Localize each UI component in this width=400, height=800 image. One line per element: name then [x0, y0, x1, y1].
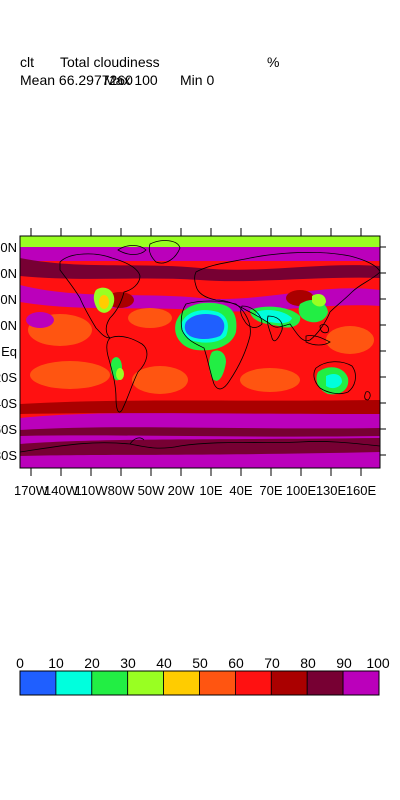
colorbar-tick-60: 60 [228, 655, 244, 671]
lat-label-40n: 40N [0, 292, 17, 307]
lon-label-170w: 170W [14, 483, 49, 498]
lon-label-50w: 50W [138, 483, 165, 498]
colorbar-box-1 [55, 670, 93, 696]
min-label: Min 0 [180, 72, 215, 88]
colorbar-tick-0: 0 [16, 655, 24, 671]
lat-label-80s: 80S [0, 448, 17, 463]
lon-label-140w: 140W [44, 483, 79, 498]
lon-label-130e: 130E [316, 483, 347, 498]
colorbar-tick-20: 20 [84, 655, 100, 671]
lon-label-80w: 80W [108, 483, 135, 498]
max-label: Max 100 [104, 72, 158, 88]
mean-label: Mean 66.2977260 [20, 72, 133, 88]
units-label: % [267, 54, 280, 70]
colorbar-box-8 [306, 670, 344, 696]
colorbar-tick-90: 90 [336, 655, 352, 671]
lat-label-40s: 40S [0, 396, 17, 411]
lat-label-60s: 60S [0, 422, 17, 437]
lat-label-60n: 60N [0, 266, 17, 281]
lon-label-20w: 20W [168, 483, 195, 498]
colorbar-box-4 [163, 670, 200, 696]
coastlines [19, 240, 381, 453]
lon-label-110w: 110W [75, 483, 109, 498]
lon-label-10e: 10E [199, 483, 222, 498]
colorbar-box-2 [91, 670, 129, 696]
lat-label-20n: 20N [0, 318, 17, 333]
lon-label-40e: 40E [229, 483, 252, 498]
colorbar-tick-40: 40 [156, 655, 172, 671]
colorbar-tick-100: 100 [366, 655, 390, 671]
colorbar-box-9 [342, 670, 380, 696]
colorbar-tick-80: 80 [300, 655, 316, 671]
colorbar-box-6 [234, 670, 272, 696]
lon-label-100e: 100E [286, 483, 317, 498]
axis-ticks [30, 228, 386, 476]
colorbar-tick-30: 30 [120, 655, 136, 671]
lat-label-eq: Eq [1, 344, 17, 359]
lon-label-70e: 70E [259, 483, 282, 498]
colorbar-box-3 [127, 670, 164, 696]
colorbar-tick-50: 50 [192, 655, 208, 671]
lat-label-80n: 80N [0, 240, 17, 255]
map-frame [19, 235, 381, 469]
colorbar-box-7 [270, 670, 308, 696]
variable-long-name: Total cloudiness [60, 54, 160, 70]
cloud-field [20, 236, 380, 468]
colorbar-frame [19, 670, 380, 696]
colorbar-tick-70: 70 [264, 655, 280, 671]
colorbar-tick-10: 10 [48, 655, 64, 671]
colorbar [19, 670, 380, 696]
lon-label-160e: 160E [346, 483, 377, 498]
colorbar-box-5 [199, 670, 236, 696]
colorbar-box-0 [19, 670, 57, 696]
lat-label-20s: 20S [0, 370, 17, 385]
variable-name: clt [20, 54, 34, 70]
